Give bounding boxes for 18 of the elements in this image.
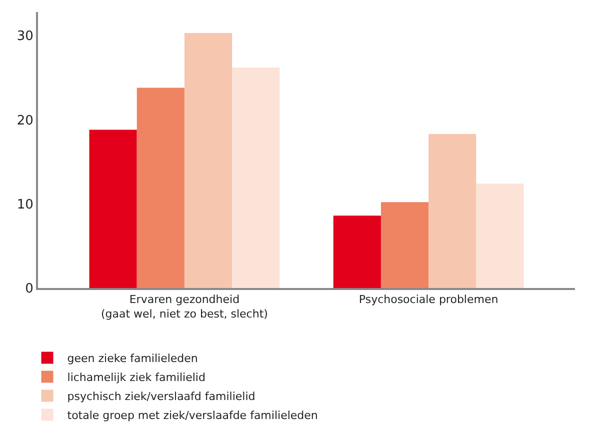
legend-label: psychisch ziek/verslaafd familielid	[67, 390, 256, 403]
x-tick-label: Psychosociale problemen	[358, 293, 498, 306]
legend-label: totale groep met ziek/verslaafde familieleden	[67, 408, 318, 422]
bar	[476, 184, 524, 288]
y-tick-label: 20	[16, 113, 34, 128]
y-tick-label: 0	[25, 282, 34, 297]
bar	[89, 130, 137, 288]
bar	[136, 88, 184, 288]
bar	[428, 134, 476, 288]
bar	[333, 216, 381, 288]
bar	[184, 33, 232, 288]
legend-label: geen zieke familieleden	[67, 352, 198, 365]
y-tick-label: 10	[16, 197, 34, 212]
y-tick-label: 30	[16, 29, 34, 44]
bar	[380, 202, 429, 288]
x-tick-label: Ervaren gezondheid (gaat wel, niet zo best, slecht)	[100, 293, 268, 320]
legend-label: lichamelijk ziek familielid	[67, 370, 206, 384]
bar	[232, 68, 280, 288]
